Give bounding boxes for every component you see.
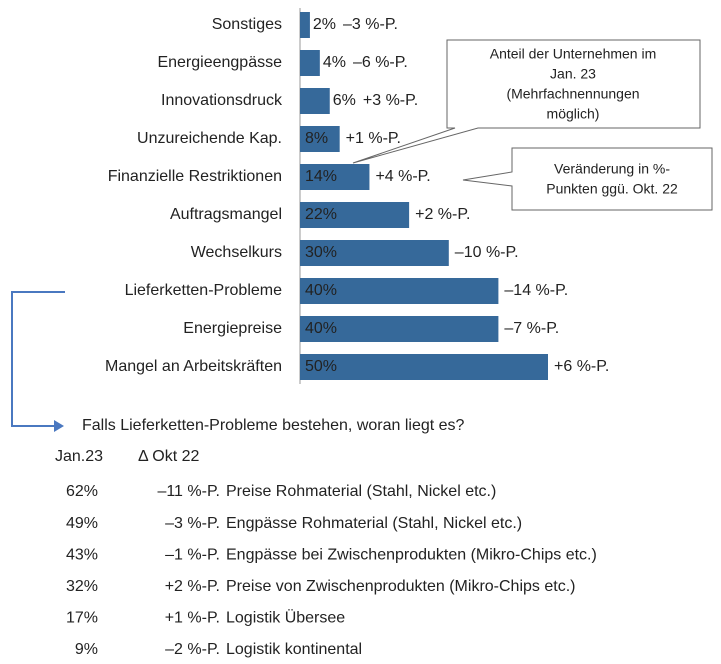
- bar: [300, 126, 340, 152]
- value-label: 30%: [305, 244, 337, 261]
- value-label: 2%: [313, 16, 336, 33]
- table-value: 9%: [75, 641, 98, 658]
- table-value: 43%: [66, 546, 98, 563]
- table-change: –2 %-P.: [165, 641, 220, 658]
- table-title: Falls Lieferketten-Probleme bestehen, wo…: [82, 417, 465, 434]
- table-value: 62%: [66, 483, 98, 500]
- value-label: 40%: [305, 282, 337, 299]
- table-value: 49%: [66, 515, 98, 532]
- bar: [300, 88, 330, 114]
- callout-text: Punkten ggü. Okt. 22: [546, 181, 678, 197]
- table-header: Δ Okt 22: [138, 448, 199, 465]
- change-label: –7 %-P.: [504, 320, 559, 337]
- category-label: Unzureichende Kap.: [137, 130, 282, 147]
- bar: [300, 278, 499, 304]
- value-label: 50%: [305, 358, 337, 375]
- change-label: +3 %-P.: [363, 92, 418, 109]
- change-label: –14 %-P.: [504, 282, 568, 299]
- table-change: +1 %-P.: [165, 610, 220, 627]
- bracket: [11, 291, 65, 427]
- bar: [300, 316, 499, 342]
- callout-text: Jan. 23: [550, 66, 596, 82]
- value-label: 6%: [333, 92, 356, 109]
- table-item: Preise Rohmaterial (Stahl, Nickel etc.): [226, 483, 496, 500]
- table-value: 32%: [66, 578, 98, 595]
- bar: [300, 50, 320, 76]
- change-label: +2 %-P.: [415, 206, 470, 223]
- table-item: Logistik kontinental: [226, 641, 362, 658]
- arrow-head: [54, 420, 64, 432]
- change-label: –10 %-P.: [455, 244, 519, 261]
- change-label: +1 %-P.: [346, 130, 401, 147]
- change-label: –3 %-P.: [343, 16, 398, 33]
- table-item: Engpässe Rohmaterial (Stahl, Nickel etc.…: [226, 515, 522, 532]
- table-header: Jan.23: [55, 448, 103, 465]
- category-label: Sonstiges: [212, 16, 282, 33]
- category-label: Finanzielle Restriktionen: [108, 168, 282, 185]
- value-label: 14%: [305, 168, 337, 185]
- bar: [300, 354, 548, 380]
- value-label: 4%: [323, 54, 346, 71]
- bar: [300, 202, 410, 228]
- bar: [300, 240, 449, 266]
- table-item: Preise von Zwischenprodukten (Mikro-Chip…: [226, 578, 575, 595]
- value-label: 8%: [305, 130, 328, 147]
- category-label: Innovationsdruck: [161, 92, 283, 109]
- callout-box: [462, 147, 713, 211]
- callout-text: Anteil der Unternehmen im: [490, 46, 657, 62]
- table-item: Engpässe bei Zwischenprodukten (Mikro-Ch…: [226, 546, 597, 563]
- callout-text: (Mehrfachnennungen: [506, 86, 639, 102]
- table-change: +2 %-P.: [165, 578, 220, 595]
- change-label: +4 %-P.: [375, 168, 430, 185]
- bar: [300, 164, 370, 190]
- table-item: Logistik Übersee: [226, 609, 345, 627]
- callout-text: Veränderung in %-: [554, 161, 670, 177]
- table-value: 17%: [66, 610, 98, 627]
- change-label: +6 %-P.: [554, 358, 609, 375]
- category-label: Auftragsmangel: [170, 206, 282, 223]
- table-change: –3 %-P.: [165, 515, 220, 532]
- category-label: Wechselkurs: [191, 244, 282, 261]
- category-label: Mangel an Arbeitskräften: [105, 358, 282, 375]
- value-label: 22%: [305, 206, 337, 223]
- callout-text: möglich): [547, 106, 600, 122]
- category-label: Energieengpässe: [157, 54, 282, 71]
- table-change: –1 %-P.: [165, 546, 220, 563]
- callout-box: [352, 39, 701, 164]
- bar: [300, 12, 310, 38]
- category-label: Energiepreise: [183, 320, 282, 337]
- value-label: 40%: [305, 320, 337, 337]
- table-change: –11 %-P.: [157, 483, 220, 500]
- category-label: Lieferketten-Probleme: [125, 282, 283, 299]
- change-label: –6 %-P.: [353, 54, 408, 71]
